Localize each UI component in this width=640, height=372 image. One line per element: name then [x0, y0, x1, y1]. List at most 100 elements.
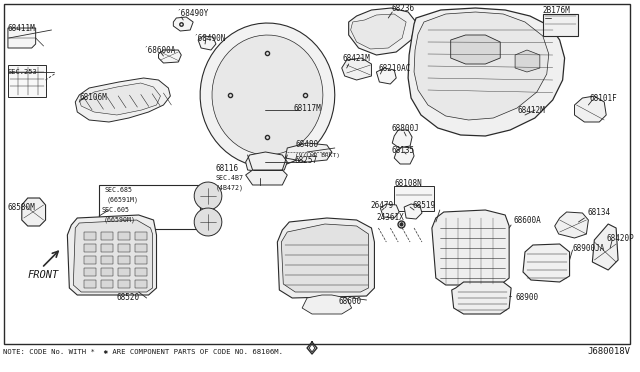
Text: 68134: 68134: [588, 208, 611, 217]
Polygon shape: [380, 204, 399, 218]
Text: NOTE: CODE No. WITH *  ✱ ARE COMPONENT PARTS OF CODE NO. 68106M.: NOTE: CODE No. WITH * ✱ ARE COMPONENT PA…: [3, 349, 283, 355]
Polygon shape: [194, 208, 222, 236]
Text: 68116: 68116: [216, 164, 239, 173]
Bar: [101, 232, 113, 240]
Text: 68236: 68236: [391, 3, 414, 13]
Polygon shape: [302, 295, 351, 314]
Polygon shape: [394, 147, 414, 164]
Text: (66591M): (66591M): [107, 197, 139, 203]
Text: (4B472): (4B472): [216, 185, 244, 191]
Bar: [101, 268, 113, 276]
Polygon shape: [408, 8, 564, 136]
Polygon shape: [342, 58, 371, 80]
Polygon shape: [351, 14, 406, 49]
Bar: [101, 256, 113, 264]
Polygon shape: [452, 282, 511, 314]
Bar: [8, 65, 45, 97]
Text: SEC.253: SEC.253: [8, 69, 38, 75]
Text: 2B176M: 2B176M: [543, 6, 571, 15]
Bar: [134, 256, 147, 264]
Polygon shape: [523, 244, 570, 282]
Text: 68411M: 68411M: [8, 23, 36, 32]
Polygon shape: [392, 130, 412, 148]
Bar: [118, 244, 130, 252]
Bar: [118, 280, 130, 288]
Bar: [84, 256, 96, 264]
Text: SEC.685: SEC.685: [104, 187, 132, 193]
Bar: [543, 14, 579, 36]
Bar: [118, 268, 130, 276]
Bar: [134, 244, 147, 252]
Polygon shape: [76, 78, 170, 122]
Polygon shape: [246, 152, 287, 172]
Polygon shape: [432, 210, 509, 285]
Polygon shape: [282, 224, 369, 292]
Text: SEC.4B7: SEC.4B7: [216, 175, 244, 181]
Text: 26479: 26479: [371, 201, 394, 209]
Polygon shape: [200, 23, 335, 167]
Bar: [84, 244, 96, 252]
Text: J680018V: J680018V: [587, 347, 630, 356]
Text: 68580M: 68580M: [8, 202, 36, 212]
Text: 68135: 68135: [391, 145, 414, 154]
Polygon shape: [277, 218, 374, 298]
Polygon shape: [8, 28, 36, 48]
Polygon shape: [212, 35, 323, 155]
Bar: [84, 280, 96, 288]
Polygon shape: [173, 17, 193, 31]
Bar: [134, 232, 147, 240]
Polygon shape: [349, 8, 416, 55]
Text: 68108N: 68108N: [394, 179, 422, 187]
Bar: [84, 232, 96, 240]
Text: 68106M: 68106M: [79, 93, 107, 102]
Text: 68117M: 68117M: [293, 103, 321, 112]
Text: 68519: 68519: [412, 201, 435, 209]
Text: (66590M): (66590M): [104, 217, 136, 223]
Text: 68800J: 68800J: [391, 124, 419, 132]
Text: 24361X: 24361X: [376, 212, 404, 221]
Text: (V/LWR BRKT): (V/LWR BRKT): [295, 153, 340, 157]
Polygon shape: [414, 12, 548, 120]
Bar: [101, 244, 113, 252]
Polygon shape: [515, 50, 540, 72]
Polygon shape: [285, 143, 332, 162]
Text: 68101F: 68101F: [589, 93, 617, 103]
Text: 68900JA: 68900JA: [573, 244, 605, 253]
Text: 68420P: 68420P: [606, 234, 634, 243]
Polygon shape: [555, 212, 588, 238]
Polygon shape: [74, 220, 152, 292]
Text: 68480: 68480: [295, 140, 318, 148]
Bar: [118, 232, 130, 240]
Text: 68210AC: 68210AC: [378, 64, 411, 73]
Polygon shape: [593, 224, 618, 270]
Text: FRONT: FRONT: [28, 270, 59, 280]
Polygon shape: [22, 198, 45, 226]
Text: 68520: 68520: [117, 294, 140, 302]
Text: ′68490N: ′68490N: [193, 33, 225, 42]
Polygon shape: [246, 170, 287, 185]
Bar: [134, 280, 147, 288]
Text: 68421M: 68421M: [343, 54, 371, 62]
Bar: [84, 268, 96, 276]
Text: 68600: 68600: [339, 298, 362, 307]
Text: 68600A: 68600A: [513, 215, 541, 224]
Polygon shape: [159, 50, 181, 63]
Text: ′68490Y: ′68490Y: [176, 9, 209, 17]
Polygon shape: [198, 36, 216, 50]
Polygon shape: [79, 83, 161, 115]
Polygon shape: [451, 35, 500, 64]
Bar: [99, 185, 200, 229]
Polygon shape: [575, 96, 606, 122]
Bar: [101, 280, 113, 288]
Text: SEC.605: SEC.605: [101, 207, 129, 213]
Text: ′68600A: ′68600A: [143, 45, 176, 55]
Text: 68900: 68900: [515, 294, 538, 302]
Bar: [134, 268, 147, 276]
Text: 68257: 68257: [294, 155, 317, 164]
Polygon shape: [404, 204, 422, 219]
Bar: [118, 256, 130, 264]
Bar: [394, 186, 434, 211]
Polygon shape: [194, 182, 222, 210]
Polygon shape: [376, 68, 396, 84]
Text: 68412M: 68412M: [517, 106, 545, 115]
